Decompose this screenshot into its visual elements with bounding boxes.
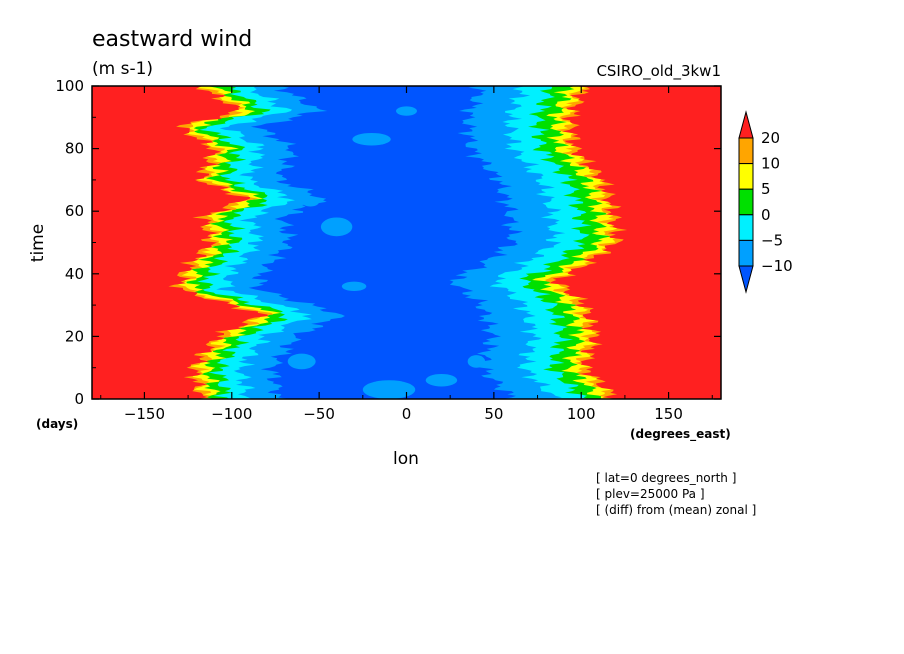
y-axis-unit: (days) (36, 417, 78, 431)
y-tick-label-4: 80 (65, 140, 84, 158)
y-tick-label-3: 60 (65, 202, 84, 220)
core-patch-5 (341, 281, 367, 292)
model-label: CSIRO_old_3kw1 (596, 62, 721, 81)
colorbar-segment-4 (738, 239, 754, 267)
west-band-5 (92, 86, 269, 399)
annotation-diff: [ (diff) from (mean) zonal ] (596, 503, 756, 517)
colorbar: 20 10 5 0 −5 −10 (738, 110, 793, 294)
y-tick-label-2: 40 (65, 265, 84, 283)
x-tick-label-3: 0 (402, 405, 412, 423)
x-axis: −150 −100 −50 0 50 100 150 (100, 86, 713, 423)
colorbar-label-5: −10 (761, 257, 793, 275)
colorbar-label-1: 10 (761, 155, 780, 173)
x-tick-label-2: −50 (303, 405, 335, 423)
x-tick-label-0: −150 (124, 405, 165, 423)
core-patch-4 (425, 373, 458, 387)
y-tick-label-5: 100 (55, 77, 84, 95)
colorbar-segment-3 (738, 214, 754, 241)
core-patch-3 (362, 380, 416, 399)
x-tick-label-6: 150 (654, 405, 683, 423)
colorbar-label-3: 0 (761, 206, 771, 224)
annotation-lat: [ lat=0 degrees_north ] (596, 471, 736, 485)
x-tick-label-4: 50 (484, 405, 503, 423)
heatmap-field (92, 86, 721, 399)
chart-title: eastward wind (92, 27, 252, 52)
colorbar-arrow-top (738, 110, 754, 139)
core-patch-7 (301, 197, 320, 207)
core-patch-6 (396, 106, 417, 116)
colorbar-arrow-bottom (738, 265, 754, 294)
colorbar-label-0: 20 (761, 129, 780, 147)
y-tick-label-0: 0 (74, 390, 84, 408)
x-tick-label-5: 100 (567, 405, 596, 423)
x-axis-unit: (degrees_east) (630, 427, 731, 442)
colorbar-label-2: 5 (761, 180, 771, 198)
y-tick-label-1: 20 (65, 327, 84, 345)
colorbar-segment-2 (738, 188, 754, 216)
core-patch-2 (287, 353, 316, 370)
core-patch-1 (352, 132, 391, 146)
y-axis-label: time (28, 224, 48, 262)
core-patch-8 (467, 355, 486, 368)
colorbar-segment-0 (738, 137, 754, 165)
annotation-plev: [ plev=25000 Pa ] (596, 487, 705, 501)
chart-units: (m s-1) (92, 59, 153, 79)
colorbar-label-4: −5 (761, 231, 783, 249)
x-tick-label-1: −100 (211, 405, 252, 423)
east-band-5 (548, 86, 721, 399)
x-axis-label: lon (393, 449, 419, 469)
y-axis: 0 20 40 60 80 100 (55, 77, 721, 408)
core-patch-0 (320, 217, 353, 237)
colorbar-segment-1 (738, 163, 754, 190)
